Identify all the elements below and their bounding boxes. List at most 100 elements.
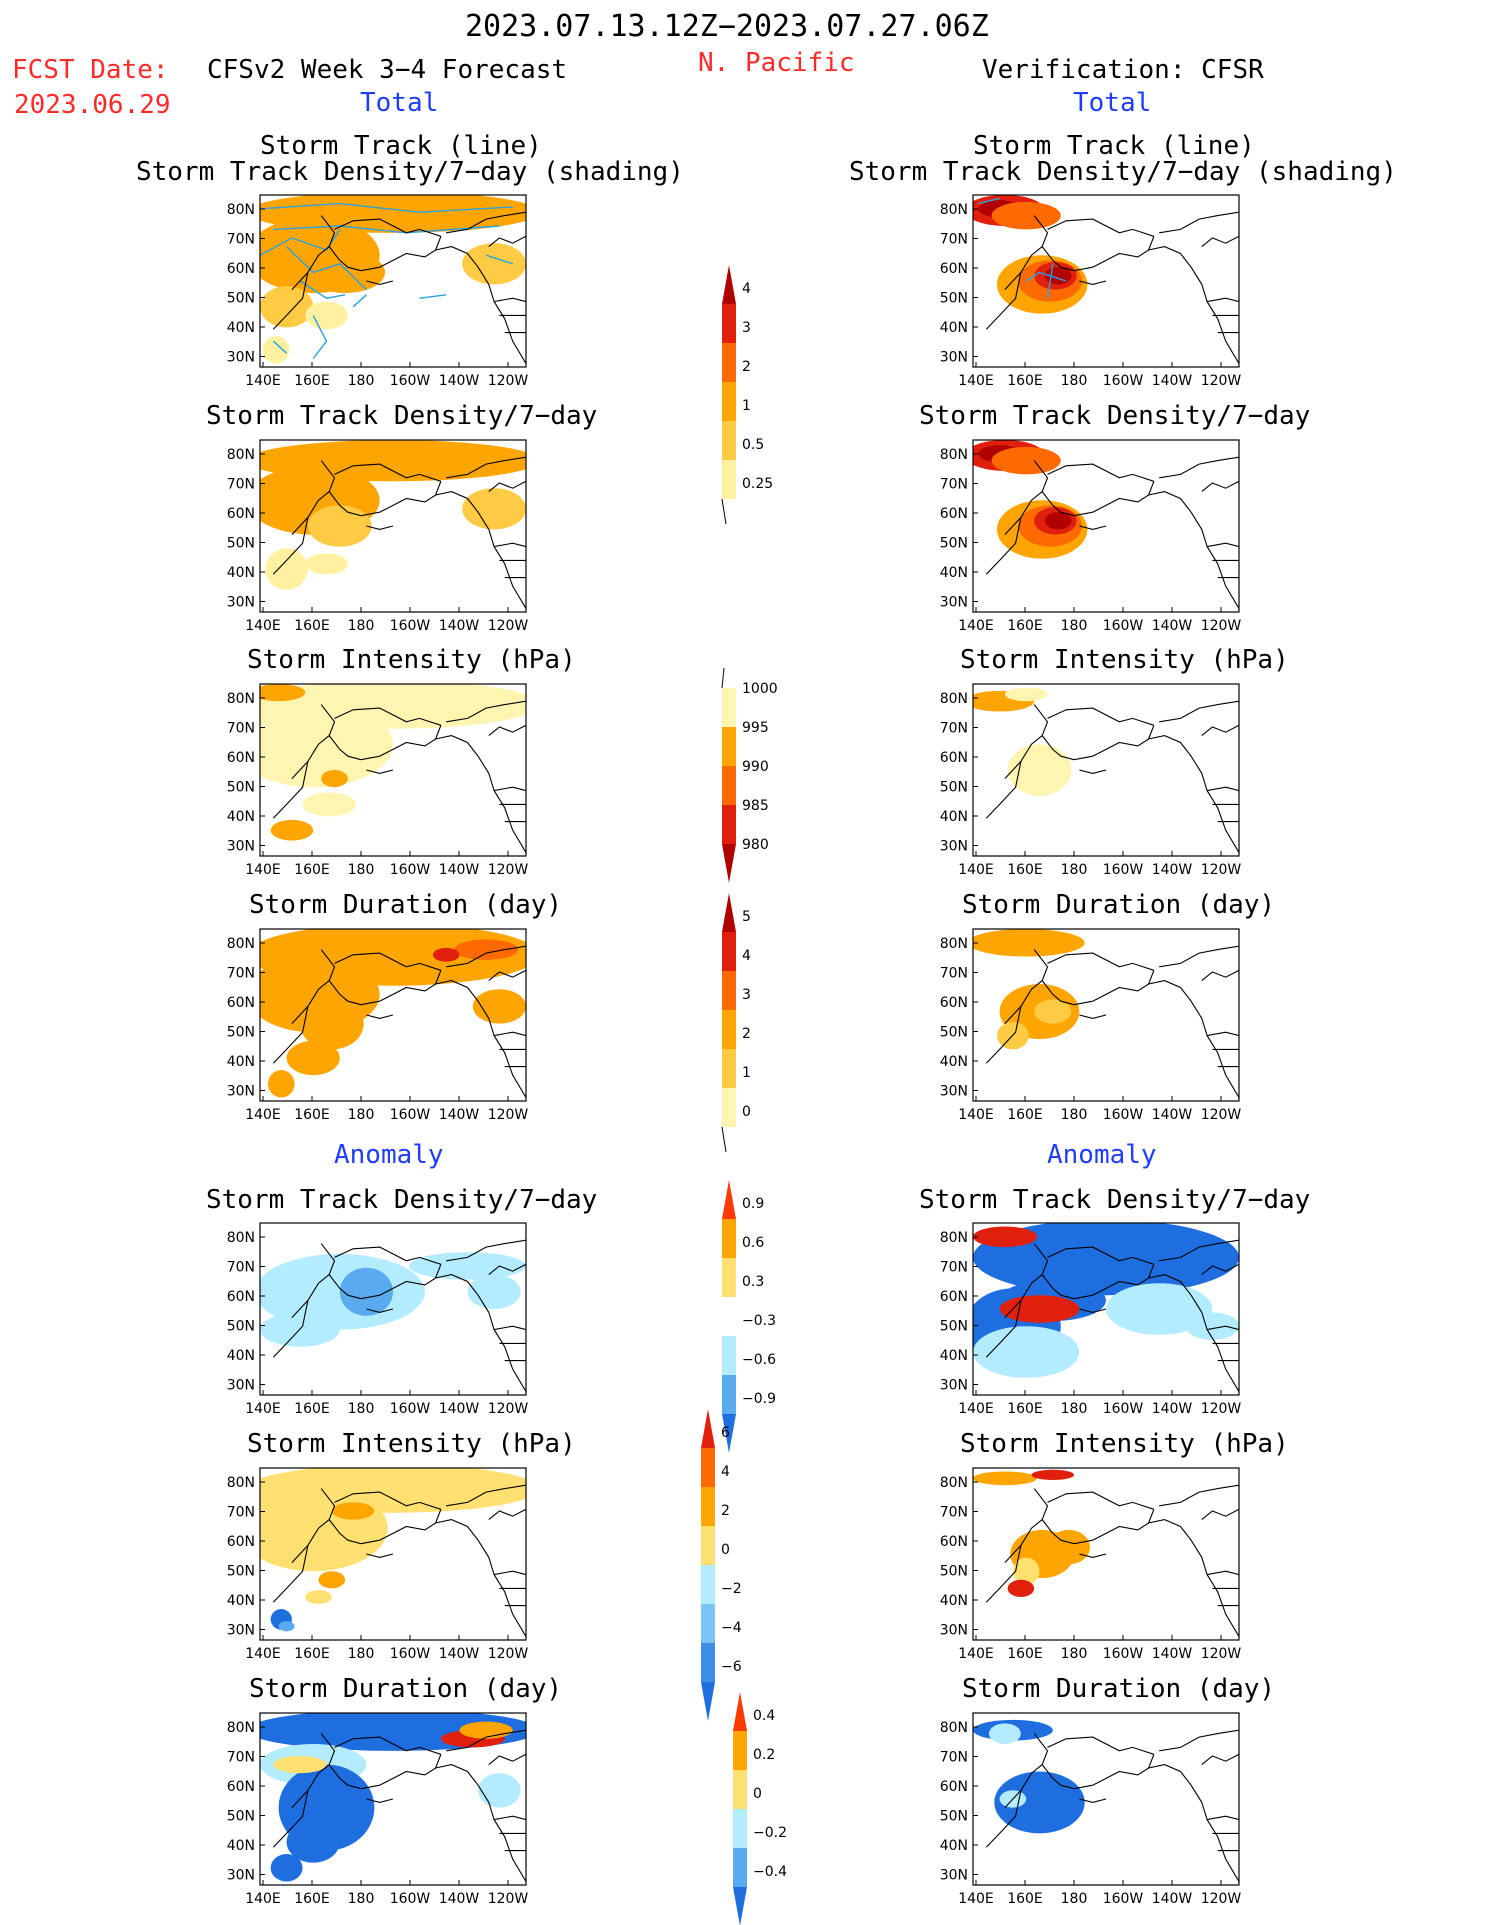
colorbar-swatch (722, 893, 736, 932)
colorbar-label: 0.25 (742, 476, 773, 492)
shading-cell (1007, 744, 1072, 796)
colorbar-swatch (722, 932, 736, 971)
coastline (488, 1508, 526, 1521)
lon-tick-label: 140W (439, 373, 480, 389)
lon-tick-label: 160E (1007, 1107, 1043, 1123)
coastline (1092, 735, 1239, 853)
lon-tick-label: 140E (245, 862, 281, 878)
colorbar-swatch (722, 460, 736, 499)
lon-tick-label: 160W (1103, 618, 1144, 634)
coastline (1047, 1491, 1155, 1510)
coastline (494, 786, 526, 792)
colorbar-label: −0.2 (753, 1825, 787, 1841)
colorbar-label: 2 (742, 359, 751, 375)
lon-tick-label: 120W (488, 862, 529, 878)
colorbar-swatch (722, 844, 736, 883)
coastline (1092, 1764, 1239, 1882)
storm-track-line (978, 197, 1000, 205)
lat-tick-label: 70N (940, 721, 968, 737)
coastline (435, 1509, 442, 1524)
lon-tick-label: 160E (294, 862, 330, 878)
colorbar-label: 4 (721, 1464, 730, 1480)
lat-tick-label: 50N (227, 1564, 255, 1580)
coastline (1079, 1308, 1107, 1313)
lat-tick-label: 80N (227, 1720, 255, 1736)
anomaly-label-left: Anomaly (334, 1140, 444, 1170)
colorbar-label: 2 (721, 1503, 730, 1519)
coastline (334, 1736, 442, 1755)
lat-tick-label: 30N (227, 1378, 255, 1394)
map-frame (259, 194, 527, 368)
lat-tick-label: 50N (227, 536, 255, 552)
lat-tick-label: 80N (940, 1230, 968, 1246)
colorbar-swatch (722, 304, 736, 343)
colorbar-label: −6 (721, 1659, 742, 1675)
coastline (494, 542, 526, 548)
shading-cell (273, 1756, 327, 1774)
lat-tick-label: 60N (227, 750, 255, 766)
title-anom-density-right: Storm Track Density/7−day (919, 1185, 1311, 1215)
lon-tick-label: 180 (1061, 1401, 1088, 1417)
coastline (494, 1031, 526, 1037)
colorbar-swatch (722, 766, 736, 805)
lat-tick-label: 60N (940, 750, 968, 766)
coastline (379, 1519, 526, 1637)
title-anom-duration-right: Storm Duration (day) (962, 1674, 1276, 1704)
coastline (291, 246, 330, 290)
lon-tick-label: 160E (1007, 1646, 1043, 1662)
lat-tick-label: 60N (940, 995, 968, 1011)
lat-tick-label: 40N (227, 1054, 255, 1070)
shading-cell (478, 1773, 521, 1808)
lat-tick-label: 60N (940, 1289, 968, 1305)
title-anom-intensity-right: Storm Intensity (hPa) (960, 1429, 1289, 1459)
coastline (985, 517, 1022, 575)
lat-tick-label: 60N (227, 1289, 255, 1305)
lon-tick-label: 180 (348, 618, 375, 634)
colorbar-swatch (722, 1336, 736, 1375)
colorbar-swatch (701, 1565, 715, 1604)
coastline (494, 1325, 526, 1331)
coastline (1212, 1048, 1239, 1068)
region-label: N. Pacific (698, 48, 855, 78)
lat-tick-label: 60N (227, 506, 255, 522)
lat-tick-label: 80N (940, 936, 968, 952)
lat-tick-label: 40N (940, 1593, 968, 1609)
lat-tick-label: 80N (227, 447, 255, 463)
coastline (272, 1545, 309, 1603)
colorbar-swatch (701, 1643, 715, 1682)
lat-tick-label: 60N (227, 261, 255, 277)
lon-tick-label: 160W (1103, 1646, 1144, 1662)
lon-tick-label: 140W (1152, 1891, 1193, 1907)
shading-cell (994, 1771, 1085, 1834)
colorbar-swatch (733, 1770, 747, 1809)
lat-tick-label: 30N (940, 1084, 968, 1100)
lon-tick-label: 160E (294, 373, 330, 389)
storm-track-line (419, 294, 447, 299)
colorbar-swatch (722, 1180, 736, 1219)
lon-tick-label: 180 (1061, 618, 1088, 634)
lat-tick-label: 60N (940, 1534, 968, 1550)
shading-cell (260, 684, 306, 702)
map-frame (972, 683, 1240, 857)
lat-tick-label: 80N (940, 1475, 968, 1491)
colorbar-label: 3 (742, 320, 751, 336)
coastline (1159, 1484, 1239, 1507)
coastline (291, 1764, 330, 1808)
lon-tick-label: 160W (390, 1107, 431, 1123)
coastline (291, 1274, 330, 1318)
coastline (1148, 725, 1155, 740)
coastline (320, 949, 380, 1006)
shading-cell (318, 1571, 346, 1589)
lon-tick-label: 180 (348, 1401, 375, 1417)
coastline (334, 463, 442, 482)
lat-tick-label: 50N (940, 291, 968, 307)
title-intensity-right: Storm Intensity (hPa) (960, 645, 1289, 675)
lon-tick-label: 160E (294, 618, 330, 634)
map-panel-anden_l: 80N 70N 60N 50N 40N 30N 140E 160E 180 160W 140W 120… (227, 1222, 528, 1417)
coastline (1079, 1553, 1107, 1558)
colorbar-label: −4 (721, 1620, 742, 1636)
shading-cell (302, 792, 356, 817)
colorbar-swatch (722, 1219, 736, 1258)
colorbar-label: 2 (742, 1026, 751, 1042)
